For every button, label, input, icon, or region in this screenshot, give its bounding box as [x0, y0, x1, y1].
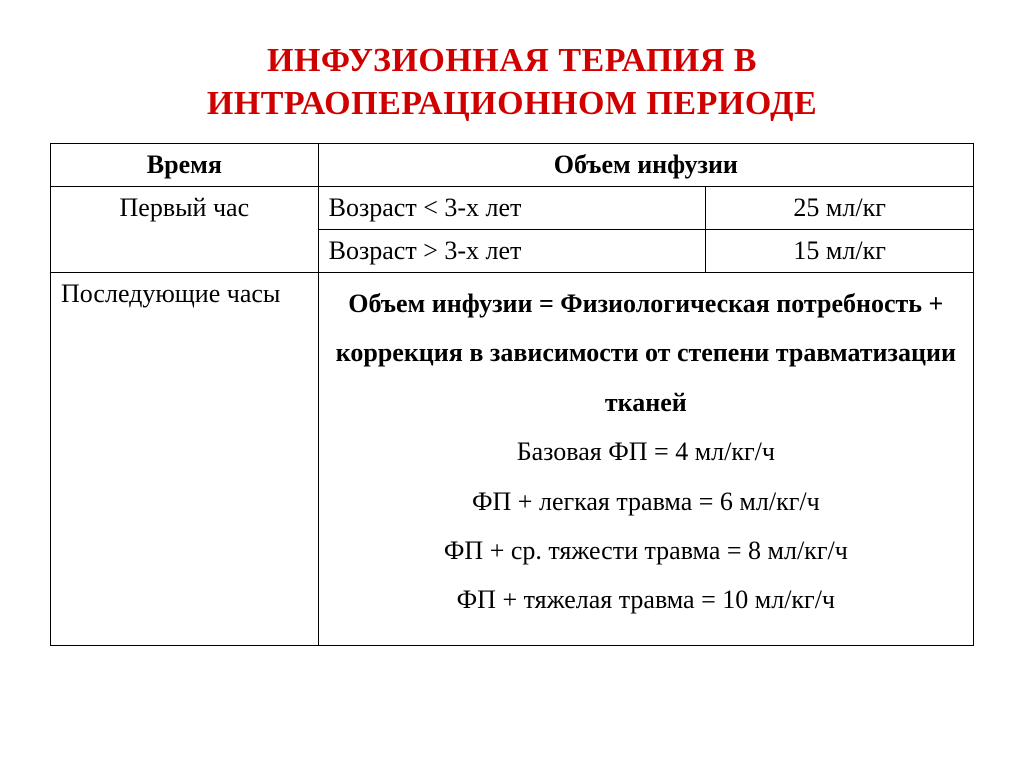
- table-header-row: Время Объем инфузии: [51, 144, 974, 187]
- row-next-hours: Последующие часы Объем инфузии = Физиоло…: [51, 273, 974, 646]
- slide: ИНФУЗИОННАЯ ТЕРАПИЯ В ИНТРАОПЕРАЦИОННОМ …: [0, 0, 1024, 767]
- header-time: Время: [51, 144, 319, 187]
- row-first-hour-under3: Первый час Возраст < 3-х лет 25 мл/кг: [51, 187, 974, 230]
- header-volume: Объем инфузии: [318, 144, 973, 187]
- formula-line-base: Базовая ФП = 4 мл/кг/ч: [329, 427, 963, 476]
- formula-heading: Объем инфузии = Физиологическая потребно…: [329, 279, 963, 427]
- cell-dose-under3: 25 мл/кг: [706, 187, 974, 230]
- slide-title: ИНФУЗИОННАЯ ТЕРАПИЯ В ИНТРАОПЕРАЦИОННОМ …: [50, 40, 974, 125]
- cell-first-hour-label: Первый час: [51, 187, 319, 273]
- formula-line-light: ФП + легкая травма = 6 мл/кг/ч: [329, 477, 963, 526]
- cell-age-over3: Возраст > 3-х лет: [318, 230, 706, 273]
- cell-age-under3: Возраст < 3-х лет: [318, 187, 706, 230]
- cell-dose-over3: 15 мл/кг: [706, 230, 974, 273]
- infusion-table: Время Объем инфузии Первый час Возраст <…: [50, 143, 974, 646]
- cell-formula: Объем инфузии = Физиологическая потребно…: [318, 273, 973, 646]
- formula-line-medium: ФП + ср. тяжести травма = 8 мл/кг/ч: [329, 526, 963, 575]
- formula-line-heavy: ФП + тяжелая травма = 10 мл/кг/ч: [329, 575, 963, 624]
- cell-next-hours-label: Последующие часы: [51, 273, 319, 646]
